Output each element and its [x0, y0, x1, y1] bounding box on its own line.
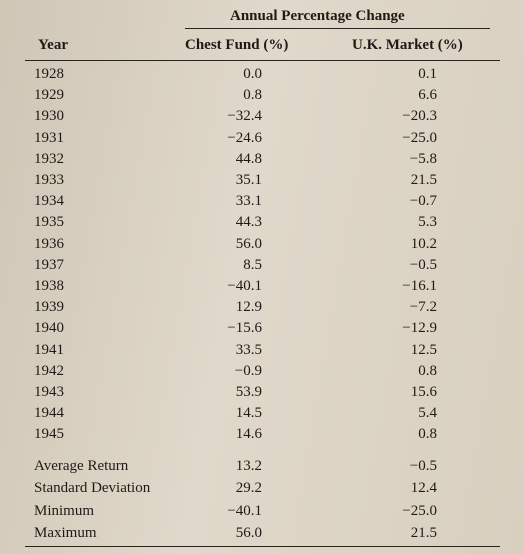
- chest-fund-value: 13.2: [235, 458, 262, 474]
- uk-market-value: −0.5: [409, 458, 437, 474]
- chest-fund-value: −40.1: [227, 278, 262, 294]
- uk-market-value: 15.6: [410, 384, 437, 400]
- chest-fund-value: 14.6: [235, 426, 262, 443]
- column-header: Year: [38, 37, 68, 53]
- uk-market-value: −16.1: [402, 278, 437, 294]
- chest-fund-value: −24.6: [227, 129, 262, 146]
- uk-market-value: 0.8: [418, 426, 437, 443]
- row-label: 1934: [34, 193, 64, 210]
- chest-fund-value: 33.5: [235, 341, 262, 358]
- row-label: 1933: [34, 172, 64, 188]
- rule: [185, 28, 490, 29]
- chest-fund-value: 35.1: [235, 172, 262, 188]
- row-label: 1928: [34, 66, 64, 82]
- chest-fund-value: 0.0: [243, 66, 262, 82]
- uk-market-value: −20.3: [402, 108, 437, 125]
- uk-market-value: −0.5: [409, 256, 437, 273]
- row-label: Maximum: [34, 524, 97, 541]
- row-label: 1937: [34, 256, 64, 273]
- chest-fund-value: 14.5: [235, 405, 262, 422]
- row-label: 1942: [34, 362, 64, 379]
- uk-market-value: 21.5: [410, 524, 437, 541]
- chest-fund-value: −40.1: [227, 502, 262, 519]
- uk-market-value: −25.0: [402, 129, 437, 146]
- uk-market-value: 10.2: [410, 235, 437, 252]
- row-label: 1941: [34, 341, 64, 358]
- row-label: 1940: [34, 320, 64, 337]
- uk-market-value: −0.7: [409, 193, 437, 210]
- row-label: Minimum: [34, 502, 95, 519]
- row-label: 1935: [34, 214, 64, 231]
- row-label: 1944: [34, 405, 64, 422]
- chest-fund-value: 44.3: [235, 214, 262, 231]
- uk-market-value: 5.4: [418, 405, 437, 422]
- chest-fund-value: 0.8: [243, 87, 262, 104]
- chest-fund-value: 12.9: [235, 299, 262, 316]
- row-label: Standard Deviation: [34, 480, 151, 497]
- column-header: Chest Fund (%): [185, 37, 289, 53]
- chest-fund-value: 56.0: [235, 235, 262, 252]
- chest-fund-value: −32.4: [227, 108, 262, 125]
- row-label: 1943: [34, 384, 64, 400]
- uk-market-value: −12.9: [402, 320, 437, 337]
- rule: [25, 546, 500, 547]
- chest-fund-value: 29.2: [235, 480, 262, 497]
- uk-market-value: −25.0: [402, 502, 437, 519]
- rule: [25, 60, 500, 61]
- group-header: Annual Percentage Change: [230, 8, 405, 24]
- uk-market-value: 12.4: [410, 480, 437, 497]
- chest-fund-value: 56.0: [235, 524, 262, 541]
- row-label: Average Return: [34, 458, 129, 474]
- uk-market-value: −5.8: [409, 150, 437, 167]
- row-label: 1929: [34, 87, 64, 104]
- column-header: U.K. Market (%): [352, 37, 463, 53]
- row-label: 1930: [34, 108, 64, 125]
- row-label: 1939: [34, 299, 64, 316]
- uk-market-value: 0.1: [418, 66, 437, 82]
- chest-fund-value: −15.6: [227, 320, 262, 337]
- uk-market-value: 0.8: [418, 362, 437, 379]
- row-label: 1936: [34, 235, 64, 252]
- uk-market-value: 12.5: [410, 341, 437, 358]
- chest-fund-value: 33.1: [235, 193, 262, 210]
- chest-fund-value: 44.8: [235, 150, 262, 167]
- uk-market-value: 21.5: [410, 172, 437, 188]
- uk-market-value: −7.2: [409, 299, 437, 316]
- row-label: 1931: [34, 129, 64, 146]
- row-label: 1938: [34, 278, 64, 294]
- uk-market-value: 5.3: [418, 214, 437, 231]
- chest-fund-value: −0.9: [234, 362, 262, 379]
- chest-fund-value: 8.5: [243, 256, 262, 273]
- row-label: 1945: [34, 426, 64, 443]
- uk-market-value: 6.6: [418, 87, 437, 104]
- row-label: 1932: [34, 150, 64, 167]
- chest-fund-value: 53.9: [235, 384, 262, 400]
